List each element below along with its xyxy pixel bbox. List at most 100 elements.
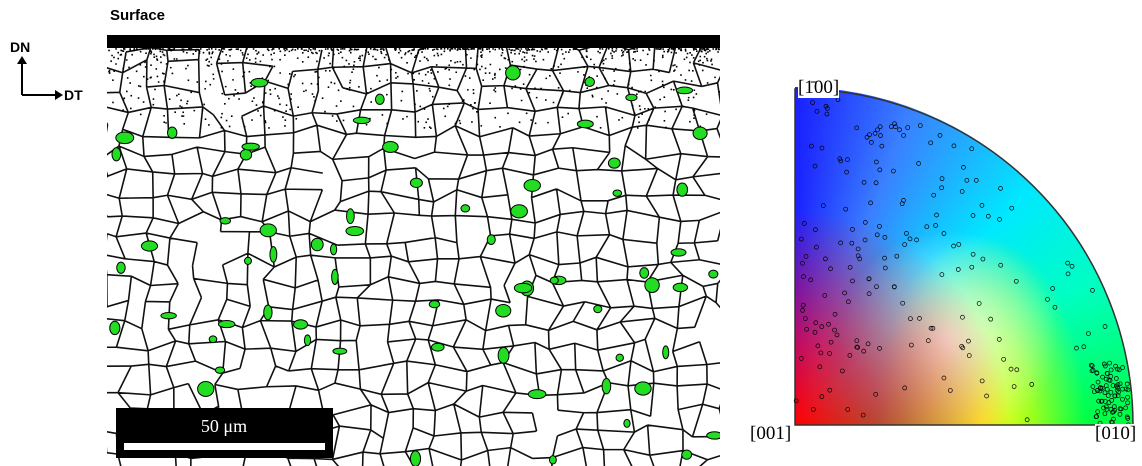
orientation-point xyxy=(854,338,860,344)
orientation-point xyxy=(998,262,1004,268)
orientation-point xyxy=(838,158,844,164)
green-grain xyxy=(593,304,603,314)
green-grain xyxy=(428,300,441,309)
orientation-point xyxy=(1102,399,1108,404)
orientation-point xyxy=(1103,383,1109,388)
orientation-point xyxy=(1089,363,1095,369)
orientation-point xyxy=(1029,382,1035,387)
green-grain xyxy=(510,204,528,219)
orientation-point xyxy=(814,244,819,250)
orientation-point xyxy=(815,343,821,349)
orientation-point xyxy=(818,350,824,356)
orientation-point xyxy=(814,108,820,114)
orientation-point xyxy=(902,242,908,247)
green-grain xyxy=(269,246,278,263)
green-grain xyxy=(692,126,708,140)
orientation-point xyxy=(843,206,849,212)
orientation-point xyxy=(845,407,851,412)
orientation-point xyxy=(1113,376,1119,381)
green-grain xyxy=(217,319,236,329)
orientation-point xyxy=(847,353,853,358)
orientation-point xyxy=(837,156,843,162)
orientation-point xyxy=(951,243,956,249)
orientation-point xyxy=(1090,367,1096,373)
orientation-point xyxy=(1124,414,1130,420)
green-grain xyxy=(662,345,670,360)
orientation-point xyxy=(1112,393,1118,399)
green-grain xyxy=(241,142,260,151)
green-grain xyxy=(584,76,595,88)
orientation-point xyxy=(1125,394,1130,400)
orientation-point xyxy=(908,316,913,322)
green-grain xyxy=(293,319,309,330)
orientation-point xyxy=(882,265,888,271)
green-grain xyxy=(303,334,312,347)
orientation-point xyxy=(1095,409,1101,415)
green-grain xyxy=(513,282,533,294)
orientation-point xyxy=(1100,374,1105,380)
orientation-point xyxy=(997,217,1002,222)
orientation-point xyxy=(1090,384,1096,389)
orientation-point xyxy=(1112,407,1117,413)
orientation-point xyxy=(800,302,806,308)
green-grain xyxy=(166,126,178,139)
orientation-point xyxy=(893,124,898,130)
green-grain xyxy=(634,381,652,396)
orientation-point xyxy=(878,133,883,138)
orientation-point xyxy=(1116,367,1122,373)
orientation-point xyxy=(873,391,879,397)
orientation-point xyxy=(904,231,909,236)
orientation-point xyxy=(874,232,880,238)
orientation-point xyxy=(1097,388,1103,394)
orientation-point xyxy=(1107,360,1112,366)
orientation-point xyxy=(828,339,834,345)
orientation-point xyxy=(1113,363,1118,369)
green-grain xyxy=(615,353,624,362)
orientation-point xyxy=(1089,368,1095,374)
green-grain xyxy=(676,182,689,197)
green-grain xyxy=(332,347,348,355)
orientation-point xyxy=(984,393,989,399)
orientation-point xyxy=(827,351,832,356)
orientation-point xyxy=(959,189,965,194)
orientation-point xyxy=(894,253,900,259)
orientation-point xyxy=(811,407,816,412)
dt-label: DT xyxy=(64,87,83,103)
ipf-right-label: [010] xyxy=(1095,423,1137,444)
orientation-point xyxy=(1117,381,1123,387)
orientation-point xyxy=(1120,396,1125,402)
orientation-point xyxy=(928,140,934,146)
orientation-point xyxy=(969,264,975,270)
orientation-point xyxy=(1090,288,1095,293)
orientation-point xyxy=(914,237,919,243)
orientation-point xyxy=(1024,417,1030,423)
orientation-point xyxy=(808,277,814,283)
orientation-point xyxy=(1107,378,1113,383)
orientation-point xyxy=(1013,278,1019,284)
green-grain xyxy=(310,237,324,252)
orientation-point xyxy=(877,167,883,173)
orientation-point xyxy=(850,227,855,232)
orientation-point xyxy=(891,168,896,174)
orientation-point xyxy=(864,134,870,140)
orientation-point xyxy=(860,412,866,418)
green-grain xyxy=(681,449,693,460)
orientation-point xyxy=(955,267,961,272)
orientation-point xyxy=(1102,324,1108,329)
orientation-point xyxy=(862,237,868,243)
orientation-point xyxy=(933,223,938,228)
orientation-point xyxy=(979,203,985,208)
orientation-point xyxy=(882,234,888,240)
orientation-point xyxy=(1095,387,1101,393)
orientation-point xyxy=(845,157,850,162)
green-grain xyxy=(409,450,422,466)
green-grain xyxy=(214,366,226,374)
green-grain xyxy=(250,77,269,88)
orientation-point xyxy=(834,332,840,338)
orientation-point xyxy=(819,394,825,400)
orientation-point xyxy=(979,378,985,384)
orientation-point xyxy=(947,388,953,393)
orientation-point xyxy=(917,123,923,128)
orientation-point xyxy=(861,179,867,185)
